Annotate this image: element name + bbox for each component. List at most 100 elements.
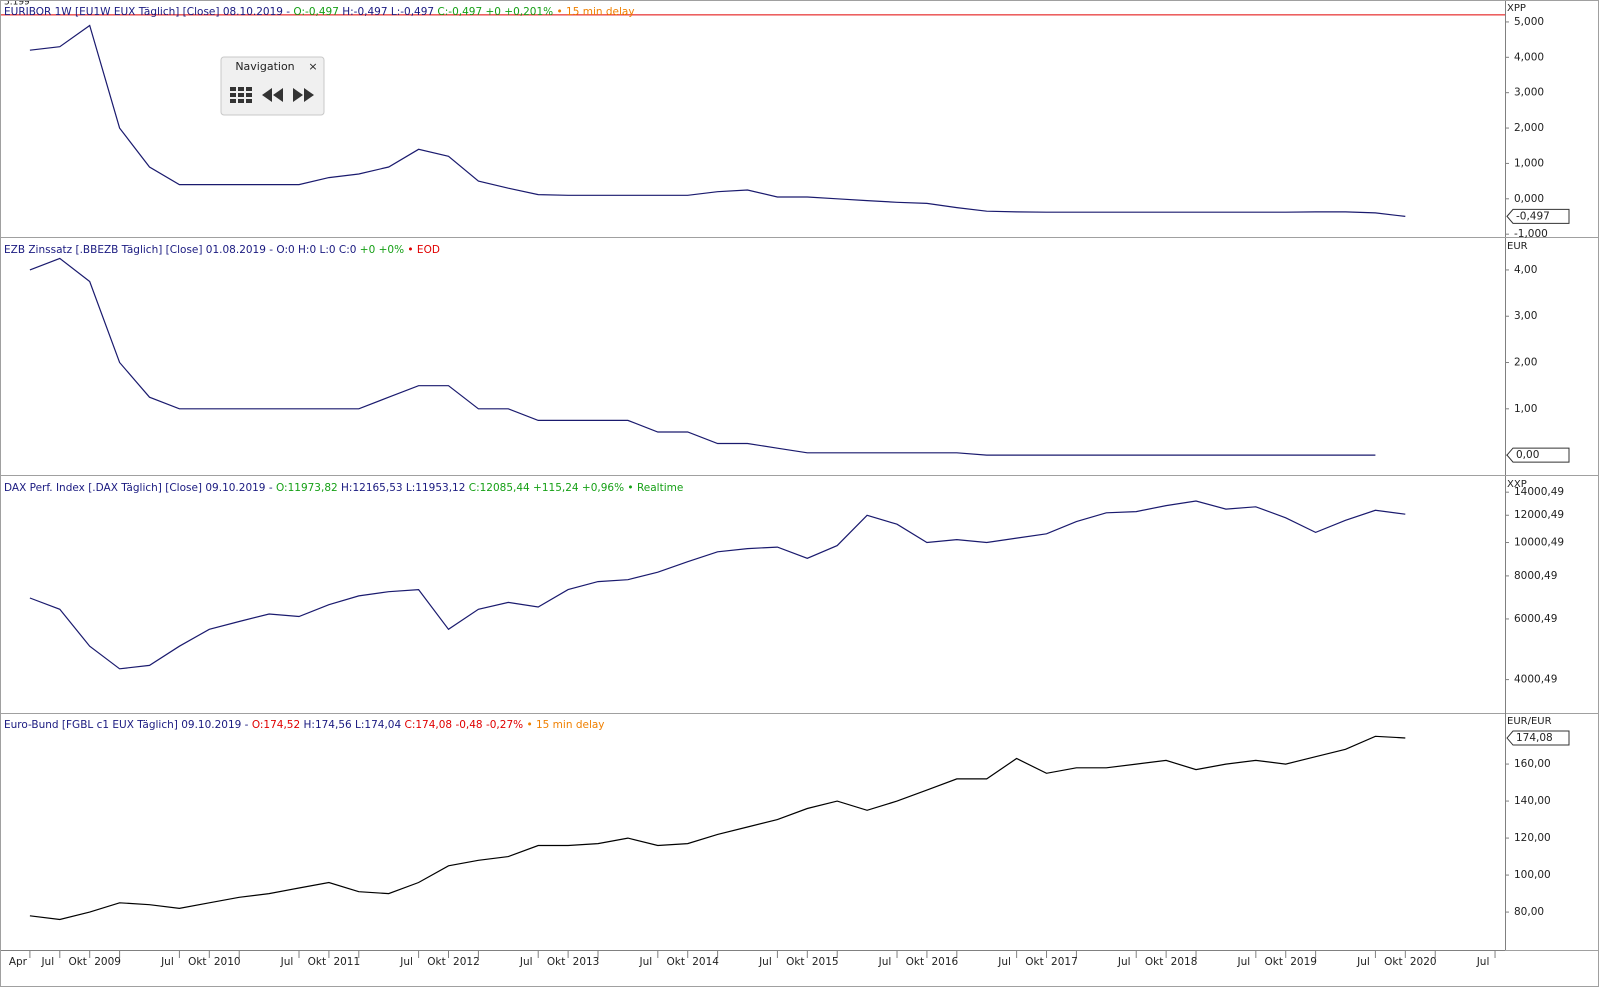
- y-tick-label: 4,00: [1514, 264, 1537, 276]
- x-tick-label: Okt: [786, 956, 804, 968]
- x-tick-label: Okt: [308, 956, 326, 968]
- x-tick-label: Jul: [997, 956, 1011, 968]
- header-part: Euro-Bund [FGBL c1 EUX Täglich] 09.10.20…: [4, 719, 249, 731]
- y-tick-label: 8000,49: [1514, 570, 1557, 582]
- x-tick-label: Jul: [878, 956, 892, 968]
- y-tick-label: 6000,49: [1514, 613, 1557, 625]
- header-part: C:12085,44 +115,24 +0,96%: [469, 482, 624, 494]
- y-tick-label: 100,00: [1514, 869, 1551, 881]
- x-tick-label: Jul: [519, 956, 533, 968]
- x-tick-label: Jul: [40, 956, 54, 968]
- x-tick-label: 2013: [573, 956, 600, 968]
- last-value-label: -0,497: [1516, 210, 1550, 222]
- navigation-widget: Navigation ×: [220, 56, 325, 116]
- y-tick-label: -1,000: [1514, 228, 1548, 240]
- y-tick-label: 10000,49: [1514, 537, 1564, 549]
- header-part: H:174,56 L:174,04: [304, 719, 402, 731]
- x-tick-label: Jul: [1476, 956, 1490, 968]
- reference-label: 5.199: [4, 0, 30, 8]
- x-tick-label: Jul: [758, 956, 772, 968]
- y-tick-label: 12000,49: [1514, 509, 1564, 521]
- x-tick-label: 2019: [1290, 956, 1317, 968]
- header-part: EURIBOR 1W [EU1W EUX Täglich] [Close] 08…: [4, 6, 290, 18]
- x-tick-label: Okt: [1264, 956, 1282, 968]
- panel-header: EZB Zinssatz [.BBEZB Täglich] [Close] 01…: [4, 244, 440, 256]
- header-part: • Realtime: [627, 482, 683, 494]
- header-part: O:174,52: [252, 719, 300, 731]
- x-tick-label: 2012: [453, 956, 480, 968]
- header-part: O:-0,497: [293, 6, 338, 18]
- header-part: DAX Perf. Index [.DAX Täglich] [Close] 0…: [4, 482, 273, 494]
- panel-header: EURIBOR 1W [EU1W EUX Täglich] [Close] 08…: [4, 6, 635, 18]
- x-tick-label: 2016: [931, 956, 958, 968]
- last-value-tag: [1506, 447, 1570, 463]
- x-tick-label: 2009: [94, 956, 121, 968]
- header-part: EZB Zinssatz [.BBEZB Täglich] [Close] 01…: [4, 244, 356, 256]
- x-tick-label: Jul: [160, 956, 174, 968]
- x-tick-label: Okt: [666, 956, 684, 968]
- x-tick-label: Jul: [1117, 956, 1131, 968]
- header-part: • EOD: [407, 244, 440, 256]
- panel-header: Euro-Bund [FGBL c1 EUX Täglich] 09.10.20…: [4, 719, 605, 731]
- x-tick-label: 2020: [1410, 956, 1437, 968]
- y-tick-label: 1,000: [1514, 157, 1544, 169]
- x-tick-label: Jul: [1236, 956, 1250, 968]
- axis-title: EUR: [1507, 241, 1528, 252]
- x-tick-label: 2011: [333, 956, 360, 968]
- y-tick-label: 120,00: [1514, 832, 1551, 844]
- price-line: [29, 500, 1406, 670]
- grid-button[interactable]: [230, 87, 252, 103]
- header-part: H:12165,53 L:11953,12: [341, 482, 465, 494]
- x-tick-label: Jul: [1356, 956, 1370, 968]
- header-part: C:-0,497 +0 +0,201%: [437, 6, 553, 18]
- header-part: H:-0,497 L:-0,497: [342, 6, 434, 18]
- y-tick-label: 3,00: [1514, 310, 1537, 322]
- header-part: • 15 min delay: [556, 6, 634, 18]
- axis-title: XXP: [1507, 479, 1527, 490]
- x-tick-label: 2014: [692, 956, 719, 968]
- last-value-tag: [1506, 730, 1570, 746]
- navigation-title: Navigation: [235, 60, 294, 73]
- x-tick-label: Okt: [547, 956, 565, 968]
- forward-button[interactable]: [293, 88, 314, 102]
- header-part: • 15 min delay: [526, 719, 604, 731]
- header-part: O:11973,82: [276, 482, 338, 494]
- x-tick-label: Apr: [9, 956, 28, 968]
- y-tick-label: 80,00: [1514, 906, 1544, 918]
- y-tick-label: 1,00: [1514, 403, 1537, 415]
- panel-header: DAX Perf. Index [.DAX Täglich] [Close] 0…: [4, 482, 683, 494]
- x-tick-label: Okt: [906, 956, 924, 968]
- x-tick-label: Okt: [1025, 956, 1043, 968]
- x-tick-label: Jul: [280, 956, 294, 968]
- x-tick-label: Okt: [68, 956, 86, 968]
- y-tick-label: 0,000: [1514, 193, 1544, 205]
- y-tick-label: 140,00: [1514, 795, 1551, 807]
- header-part: +0 +0%: [360, 244, 404, 256]
- y-tick-label: 2,00: [1514, 357, 1537, 369]
- last-value-label: 0,00: [1516, 449, 1539, 461]
- axis-title: EUR/EUR: [1507, 716, 1552, 727]
- x-tick-label: Okt: [188, 956, 206, 968]
- x-tick-label: Okt: [1145, 956, 1163, 968]
- x-tick-label: 2018: [1171, 956, 1198, 968]
- last-value-label: 174,08: [1516, 732, 1553, 744]
- x-tick-label: Jul: [638, 956, 652, 968]
- x-tick-label: Jul: [399, 956, 413, 968]
- x-tick-label: 2015: [812, 956, 839, 968]
- y-tick-label: 14000,49: [1514, 486, 1564, 498]
- y-tick-label: 5,000: [1514, 16, 1544, 28]
- back-button[interactable]: [262, 88, 283, 102]
- axis-title: XPP: [1507, 3, 1526, 14]
- close-button[interactable]: ×: [308, 60, 317, 73]
- x-tick-label: 2017: [1051, 956, 1078, 968]
- y-tick-label: 4000,49: [1514, 674, 1557, 686]
- y-tick-label: 4,000: [1514, 51, 1544, 63]
- price-line: [29, 24, 1406, 217]
- last-value-tag: [1506, 208, 1570, 224]
- x-tick-label: Okt: [427, 956, 445, 968]
- y-tick-label: 160,00: [1514, 758, 1551, 770]
- x-tick-label: 2010: [214, 956, 241, 968]
